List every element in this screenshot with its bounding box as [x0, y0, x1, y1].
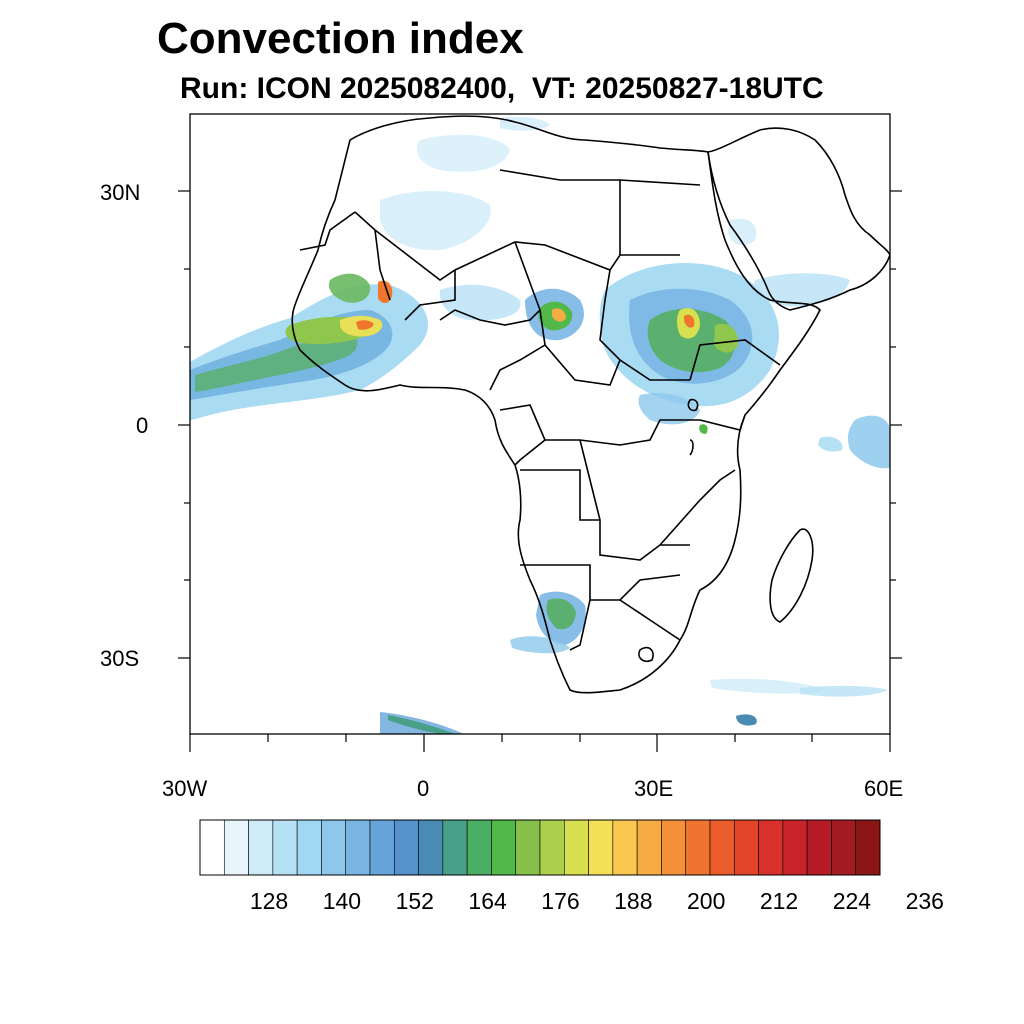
colorbar-label: 200: [687, 888, 726, 914]
colorbar-swatch: [806, 819, 832, 876]
colorbar-swatch: [515, 819, 541, 876]
colorbar-swatch: [855, 819, 881, 876]
colorbar-swatch: [272, 819, 298, 876]
colorbar-label: 128: [249, 888, 289, 914]
lon-label-60e: 60E: [864, 776, 904, 801]
colorbar-swatch: [685, 819, 711, 876]
colorbar-swatch: [369, 819, 395, 876]
lon-label-30e: 30E: [634, 776, 674, 801]
colorbar-label: 140: [322, 888, 362, 914]
lon-label-0: 0: [417, 776, 430, 801]
colorbar-swatch: [612, 819, 638, 876]
colorbar-swatch: [636, 819, 662, 876]
colorbar-swatch: [418, 819, 444, 876]
lon-label-30w: 30W: [162, 776, 208, 801]
colorbar-swatch: [393, 819, 419, 876]
colorbar-label: 224: [832, 888, 872, 914]
colorbar-swatch: [758, 819, 784, 876]
colorbar-swatch: [296, 819, 322, 876]
colorbar-swatch: [223, 819, 249, 876]
colorbar-swatch: [563, 819, 589, 876]
colorbar-label: 236: [905, 888, 944, 914]
colorbar-swatch: [831, 819, 857, 876]
colorbar-swatch: [321, 819, 347, 876]
colorbar-swatch: [539, 819, 565, 876]
colorbar-label: 188: [614, 888, 653, 914]
colorbar: [199, 819, 881, 876]
colorbar-label: 176: [541, 888, 580, 914]
map-title: Convection index: [157, 14, 524, 63]
colorbar-swatch: [733, 819, 759, 876]
lat-label-30s: 30S: [100, 646, 140, 671]
axis-ticks: [178, 190, 902, 752]
map-frame: [189, 113, 891, 735]
colorbar-swatch: [248, 819, 274, 876]
colorbar-swatch: [199, 819, 225, 876]
colorbar-label: 164: [468, 888, 507, 914]
colorbar-label: 152: [395, 888, 434, 914]
colorbar-swatch: [345, 819, 371, 876]
convection-field: [190, 116, 890, 734]
colorbar-swatch: [709, 819, 735, 876]
map-subtitle: Run: ICON 2025082400, VT: 20250827-18UTC: [180, 72, 824, 105]
colorbar-swatch: [491, 819, 517, 876]
lat-label-0: 0: [136, 413, 149, 438]
colorbar-swatch: [661, 819, 687, 876]
colorbar-outline: [199, 819, 881, 876]
colorbar-label: 212: [759, 888, 799, 914]
colorbar-swatch: [588, 819, 614, 876]
lat-label-30n: 30N: [100, 180, 141, 205]
colorbar-swatch: [782, 819, 808, 876]
colorbar-swatch: [442, 819, 468, 876]
colorbar-swatch: [466, 819, 492, 876]
